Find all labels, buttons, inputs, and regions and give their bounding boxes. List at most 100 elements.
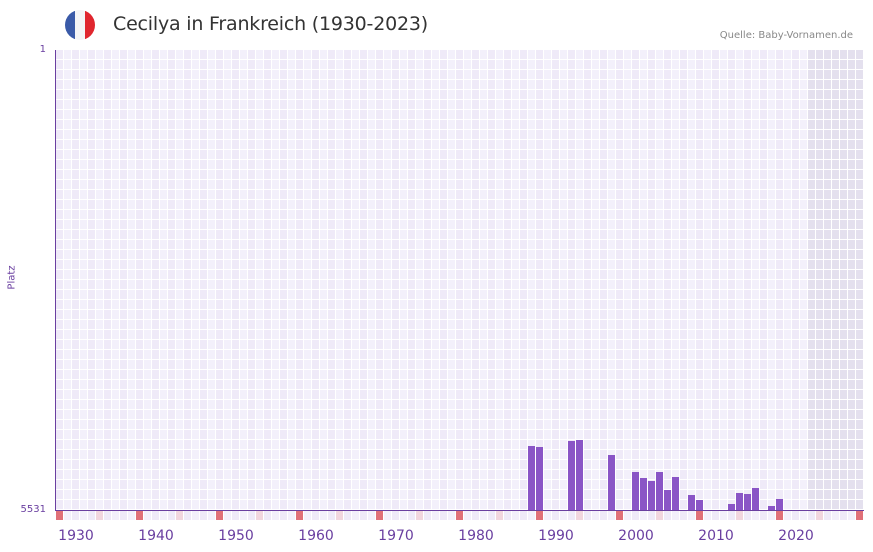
year-marker <box>112 511 119 520</box>
year-marker <box>96 511 103 520</box>
y-tick-top: 1 <box>39 44 46 55</box>
year-marker <box>776 511 783 520</box>
year-marker <box>176 511 183 520</box>
year-marker <box>144 511 151 520</box>
year-marker <box>264 511 271 520</box>
bar-2000[interactable] <box>632 471 639 510</box>
x-tick-1970: 1970 <box>378 528 414 544</box>
year-marker <box>184 511 191 520</box>
x-tick-1980: 1980 <box>458 528 494 544</box>
year-marker <box>160 511 167 520</box>
year-marker <box>688 511 695 520</box>
year-marker <box>840 511 847 520</box>
year-marker <box>208 511 215 520</box>
year-marker <box>240 511 247 520</box>
year-marker <box>544 511 551 520</box>
year-marker <box>728 511 735 520</box>
bar-1992[interactable] <box>568 441 575 510</box>
x-tick-1950: 1950 <box>218 528 254 544</box>
year-marker <box>696 511 703 520</box>
year-marker <box>304 511 311 520</box>
year-marker <box>480 511 487 520</box>
year-marker <box>136 511 143 520</box>
year-marker <box>624 511 631 520</box>
year-marker <box>200 511 207 520</box>
year-marker <box>704 511 711 520</box>
chart-title: Cecilya in Frankreich (1930-2023) <box>113 13 428 35</box>
year-marker <box>584 511 591 520</box>
year-marker <box>400 511 407 520</box>
year-marker <box>616 511 623 520</box>
x-tick-1960: 1960 <box>298 528 334 544</box>
year-marker <box>752 511 759 520</box>
bar-2017[interactable] <box>768 506 775 510</box>
year-marker <box>392 511 399 520</box>
x-axis-line <box>56 510 864 511</box>
year-marker <box>816 511 823 520</box>
bar-2015[interactable] <box>752 488 759 510</box>
year-marker <box>192 511 199 520</box>
year-marker <box>128 511 135 520</box>
year-marker <box>224 511 231 520</box>
year-marker <box>408 511 415 520</box>
year-marker <box>352 511 359 520</box>
year-marker <box>280 511 287 520</box>
year-marker <box>88 511 95 520</box>
plot-area <box>56 50 864 510</box>
year-marker <box>536 511 543 520</box>
year-marker <box>784 511 791 520</box>
bar-1997[interactable] <box>608 455 615 510</box>
year-marker <box>808 511 815 520</box>
year-marker <box>328 511 335 520</box>
france-flag-icon <box>65 10 95 40</box>
flag-red <box>85 10 95 40</box>
bar-2013[interactable] <box>736 493 743 510</box>
year-marker <box>384 511 391 520</box>
flag-white <box>75 10 85 40</box>
year-marker <box>600 511 607 520</box>
bar-2014[interactable] <box>744 494 751 510</box>
year-marker <box>288 511 295 520</box>
bar-2005[interactable] <box>672 476 679 510</box>
year-marker <box>512 511 519 520</box>
year-marker <box>216 511 223 520</box>
bar-2007[interactable] <box>688 495 695 510</box>
bar-2012[interactable] <box>728 504 735 510</box>
year-marker <box>608 511 615 520</box>
year-marker <box>656 511 663 520</box>
bar-1993[interactable] <box>576 440 583 510</box>
year-marker <box>712 511 719 520</box>
year-marker <box>504 511 511 520</box>
bar-2004[interactable] <box>664 490 671 510</box>
year-marker <box>520 511 527 520</box>
year-marker <box>856 511 863 520</box>
year-marker <box>568 511 575 520</box>
year-marker <box>320 511 327 520</box>
year-marker <box>344 511 351 520</box>
bar-1988[interactable] <box>536 447 543 510</box>
year-marker <box>640 511 647 520</box>
year-marker <box>472 511 479 520</box>
year-marker <box>832 511 839 520</box>
year-marker <box>376 511 383 520</box>
year-marker <box>824 511 831 520</box>
bar-2002[interactable] <box>648 480 655 510</box>
bar-2001[interactable] <box>640 477 647 510</box>
year-marker <box>440 511 447 520</box>
year-marker <box>416 511 423 520</box>
year-marker <box>632 511 639 520</box>
bar-2003[interactable] <box>656 471 663 510</box>
year-marker <box>256 511 263 520</box>
x-tick-2020: 2020 <box>778 528 814 544</box>
bar-1987[interactable] <box>528 446 535 510</box>
bar-2018[interactable] <box>776 499 783 510</box>
year-marker <box>528 511 535 520</box>
year-marker <box>72 511 79 520</box>
bar-2008[interactable] <box>696 500 703 510</box>
year-marker <box>720 511 727 520</box>
x-tick-1990: 1990 <box>538 528 574 544</box>
year-marker <box>368 511 375 520</box>
year-marker <box>80 511 87 520</box>
year-marker <box>152 511 159 520</box>
year-marker <box>552 511 559 520</box>
